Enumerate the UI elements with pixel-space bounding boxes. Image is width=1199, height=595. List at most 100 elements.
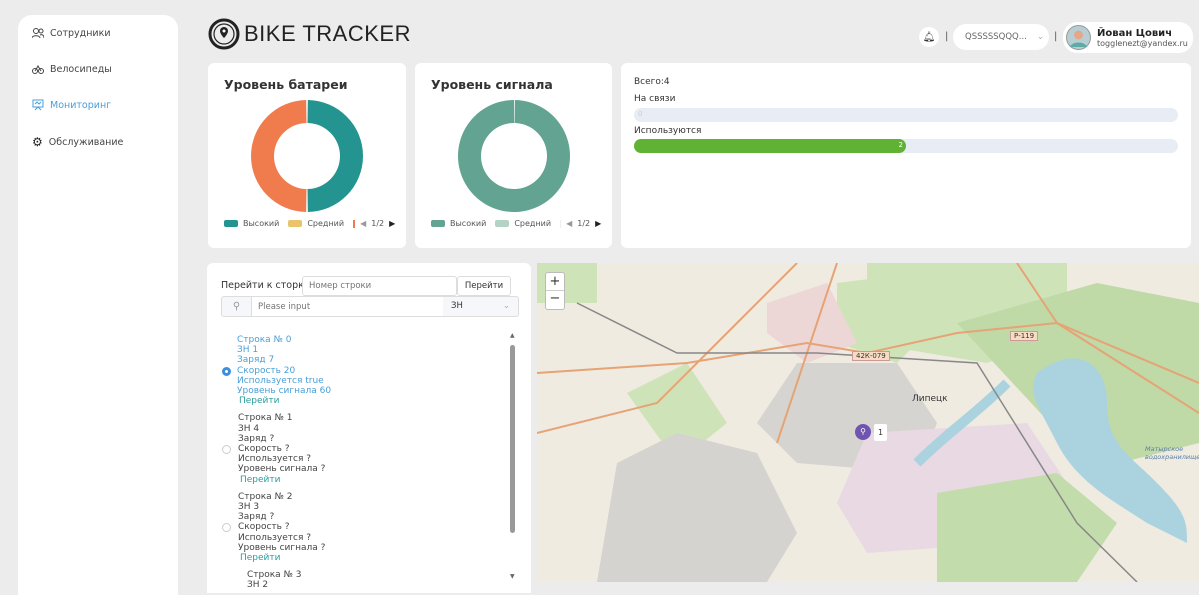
sidebar-item-label: Сотрудники	[50, 27, 111, 39]
search-input[interactable]	[251, 297, 443, 316]
filter-select-value: ЗН	[451, 301, 463, 311]
city-label: Липецк	[912, 394, 948, 404]
row-field: Заряд 7	[237, 355, 275, 366]
search-group: ⚲ ЗН ⌄	[221, 296, 519, 317]
row-goto-link[interactable]: Перейти	[240, 474, 281, 485]
divider: |	[945, 31, 949, 42]
row-radio[interactable]	[222, 366, 231, 376]
row-field: Используется ?	[238, 454, 312, 465]
donut-slice-2[interactable]	[251, 100, 307, 212]
goto-button[interactable]: Перейти	[457, 276, 511, 296]
legend-label[interactable]: Средний	[514, 219, 552, 228]
gear-icon: ⚙	[32, 135, 43, 149]
row-field: Скорость 20	[237, 365, 296, 376]
list-item[interactable]: Строка № 2 ЗН 3 Заряд ? Скорость ? Используе…	[238, 492, 325, 563]
in-use-value: 2	[898, 141, 903, 149]
legend-prev-icon[interactable]: ◀	[360, 219, 367, 228]
filter-select[interactable]: ЗН ⌄	[443, 297, 518, 316]
legend-label[interactable]: Высокий	[450, 219, 487, 228]
row-field: Используется ?	[238, 532, 312, 543]
divider: |	[1054, 31, 1058, 42]
legend-swatch	[495, 220, 510, 227]
row-radio[interactable]	[222, 523, 231, 533]
legend-label[interactable]: Средний	[307, 219, 345, 228]
notifications-button[interactable]: 🔔︎	[919, 27, 939, 47]
sidebar-item-employees[interactable]: Сотрудники	[32, 27, 111, 39]
row-field: Скорость ?	[238, 444, 290, 454]
sidebar-item-maintenance[interactable]: ⚙ Обслуживание	[32, 135, 123, 149]
legend-next-icon[interactable]: ▶	[595, 219, 602, 228]
road-label: 42К-079	[852, 351, 890, 361]
logo: BIKE TRACKER	[208, 18, 411, 50]
row-field: Строка № 0	[237, 335, 292, 345]
user-profile[interactable]: Йован Цович togglenezt@yandex.ru	[1063, 22, 1193, 53]
bike-marker-icon[interactable]: ⚲	[855, 424, 871, 440]
monitor-icon	[32, 99, 44, 111]
user-name: Йован Цович	[1097, 27, 1173, 39]
row-field: Заряд ?	[238, 512, 275, 523]
scroll-up-icon[interactable]: ▲	[510, 332, 515, 339]
stats-card: Всего:4 На связи 0 Используются 2	[621, 63, 1191, 248]
search-icon: ⚲	[232, 301, 241, 312]
legend-swatch	[353, 219, 356, 228]
row-field: Строка № 2	[238, 491, 293, 502]
online-value: 0	[638, 110, 643, 118]
online-progress: 0	[634, 108, 1178, 122]
sidebar: Сотрудники Велосипеды Мониторинг ⚙ Обслуж…	[18, 15, 178, 595]
row-field: Уровень сигнала 60	[237, 386, 332, 397]
row-radio[interactable]	[222, 445, 231, 454]
row-field: Используется true	[237, 375, 324, 386]
list-item[interactable]: Строка № 0 ЗН 1 Заряд 7 Скорость 20 Использу…	[237, 335, 331, 406]
scroll-down-icon[interactable]: ▼	[510, 573, 515, 580]
chevron-down-icon: ⌄	[502, 301, 510, 311]
row-field: Уровень сигнала ?	[238, 542, 326, 553]
row-field: Заряд ?	[238, 433, 275, 444]
donut-slice-0[interactable]	[458, 100, 570, 212]
list-item[interactable]: Строка № 3 ЗН 2	[247, 570, 302, 590]
in-use-fill: 2	[634, 139, 906, 153]
bicycle-icon	[32, 65, 44, 74]
signal-donut	[458, 100, 570, 212]
total-count: Всего:4	[634, 77, 670, 87]
chart-title: Уровень батареи	[224, 77, 348, 92]
legend-label[interactable]: Высокий	[243, 219, 280, 228]
zoom-in-button[interactable]: +	[546, 273, 564, 291]
map-tiles	[537, 263, 1199, 582]
legend-next-icon[interactable]: ▶	[389, 219, 396, 228]
sidebar-item-label: Мониторинг	[50, 99, 112, 111]
avatar	[1066, 25, 1091, 50]
app-title: BIKE TRACKER	[244, 21, 411, 46]
bell-icon: 🔔︎	[922, 31, 936, 43]
sidebar-item-label: Велосипеды	[50, 63, 112, 75]
bike-wheel-icon	[208, 18, 240, 50]
row-field: Строка № 1	[238, 413, 293, 424]
org-select-value: QSSSSSQQQ...	[965, 32, 1027, 42]
row-number-input[interactable]	[302, 276, 457, 296]
legend-prev-icon[interactable]: ◀	[566, 219, 573, 228]
zoom-control: + −	[545, 272, 565, 310]
map[interactable]: 42К-079 Р-119 Липецк Матырское водохрани…	[537, 263, 1199, 582]
row-field: ЗН 4	[238, 423, 260, 434]
in-use-progress: 2	[634, 139, 1178, 153]
legend-swatch	[560, 219, 562, 228]
sidebar-item-label: Обслуживание	[48, 136, 124, 148]
bike-list-panel: Перейти к сторке Перейти ⚲ ЗН ⌄ Строка № …	[207, 263, 531, 593]
sidebar-item-monitoring[interactable]: Мониторинг	[32, 99, 111, 111]
donut-slice-0[interactable]	[307, 100, 363, 212]
row-goto-link[interactable]: Перейти	[240, 553, 281, 564]
organization-select[interactable]: QSSSSSQQQ... ⌄	[953, 24, 1049, 50]
goto-label: Перейти к сторке	[221, 280, 310, 291]
row-goto-link[interactable]: Перейти	[239, 396, 280, 407]
list-item[interactable]: Строка № 1 ЗН 4 Заряд ? Скорость ? Используе…	[238, 413, 325, 484]
row-field: Строка № 3	[247, 570, 302, 581]
battery-donut	[251, 100, 363, 212]
scrollbar-thumb[interactable]	[510, 345, 515, 533]
user-email: togglenezt@yandex.ru	[1097, 38, 1188, 48]
chevron-down-icon: ⌄	[1036, 32, 1044, 42]
cluster-count[interactable]: 1	[874, 424, 887, 441]
legend-page: 1/2	[577, 219, 591, 228]
zoom-out-button[interactable]: −	[549, 291, 561, 306]
legend-swatch	[224, 220, 238, 227]
sidebar-item-bicycles[interactable]: Велосипеды	[32, 63, 112, 75]
signal-chart-card: Уровень сигнала Высокий Средний ◀ 1/2 ▶	[415, 63, 612, 248]
